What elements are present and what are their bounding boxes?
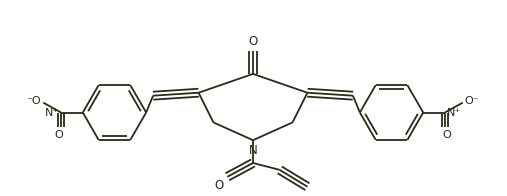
Text: O: O	[55, 130, 63, 140]
Text: N: N	[248, 144, 258, 157]
Text: N⁺: N⁺	[447, 107, 461, 117]
Text: O: O	[214, 179, 223, 192]
Text: ⁻O: ⁻O	[27, 96, 41, 106]
Text: N⁺: N⁺	[45, 107, 59, 117]
Text: O⁻: O⁻	[465, 96, 480, 106]
Text: O: O	[248, 35, 258, 48]
Text: O: O	[443, 130, 451, 140]
